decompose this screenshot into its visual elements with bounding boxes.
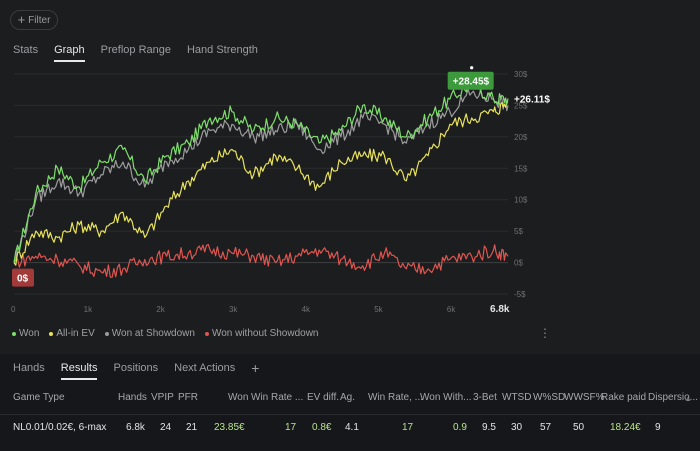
peak-marker [470,66,474,70]
col-ag[interactable]: Ag. [340,392,356,403]
tab-hand-strength[interactable]: Hand Strength [186,44,258,56]
legend-item-won-without-showdown[interactable]: Won without Showdown [204,328,319,339]
cell-wsd: 57 [540,422,552,433]
more-options-icon[interactable]: ⋮ [539,326,551,340]
plus-icon: + [17,12,26,27]
showdown-dot [104,331,109,336]
cell-wtsd: 30 [511,422,523,433]
x-tick-label: 0 [11,305,16,314]
profit-graph: 30$ 25$ 20$ 15$ 10$ 5$ 0$ -5$ 0 1k 2k 3k 4k 5k 6k 6.8k +… [11,66,550,315]
col-wsd[interactable]: W%SD [533,392,566,403]
tab-results[interactable]: Results [60,362,98,380]
cell-wwsf: 50 [573,422,585,433]
peak-label: +28.45$ [453,77,490,88]
legend-item-allin-ev[interactable]: All-in EV [49,328,95,339]
chart-tabs: Stats Graph Preflop Range Hand Strength [13,44,274,62]
final-value-label: +26.11$ [514,94,550,105]
cell-3bet: 9.5 [482,422,496,433]
y-tick-label: 15$ [514,164,528,173]
no-showdown-dot [204,331,209,336]
x-tick-label: 6k [447,305,456,314]
tab-positions[interactable]: Positions [113,362,159,374]
header-divider [0,414,700,415]
allin-ev-dot [49,331,54,336]
table-header: Game Type Hands VPIP PFR Won Win Rate ..… [0,392,700,408]
x-tick-label: 5k [374,305,383,314]
col-won[interactable]: Won [228,392,249,403]
cell-rake-paid: 18.24€ [610,422,641,433]
col-rake-paid[interactable]: Rake paid [601,392,647,403]
x-tick-label: 4k [302,305,311,314]
y-tick-label: 25$ [514,101,528,110]
x-tick-label: 1k [84,305,93,314]
cell-dispersion: 9 [655,422,661,433]
col-dispersion[interactable]: Dispersio... [648,392,699,403]
series-line-won [13,78,509,263]
cell-win-rate-2: 17 [402,422,414,433]
legend-label: Won at Showdown [111,328,195,339]
x-tick-label: 2k [156,305,165,314]
tab-next-actions[interactable]: Next Actions [174,362,236,374]
col-wwsf[interactable]: WWSF% [564,392,605,403]
filter-label: Filter [28,14,51,26]
col-won-without[interactable]: Won With... [420,392,472,403]
table-row[interactable]: NL0.01/0.02€, 6-max 6.8k 24 21 23.85€ 17… [0,422,700,438]
col-vpip[interactable]: VPIP [151,392,174,403]
y-tick-label: 0$ [514,259,523,268]
y-tick-label: -5$ [514,290,526,299]
legend-item-won[interactable]: Won [12,328,39,339]
cell-win-rate: 17 [285,422,297,433]
y-tick-label: 10$ [514,196,528,205]
y-tick-label: 20$ [514,133,528,142]
add-tab-icon[interactable]: + [251,360,260,376]
col-wtsd[interactable]: WTSD [502,392,532,403]
series-line-all-in-ev [13,101,509,266]
zero-label: 0$ [17,274,29,285]
scroll-up-icon[interactable]: ▲ [684,394,692,403]
results-panel: Hands Results Positions Next Actions + G… [0,354,700,451]
tab-stats[interactable]: Stats [13,44,39,56]
legend-label: Won without Showdown [211,328,319,339]
tab-graph[interactable]: Graph [54,44,85,62]
cell-game-type: NL0.01/0.02€, 6-max [13,422,107,433]
tab-hands[interactable]: Hands [13,362,45,374]
zero-badge [12,268,34,287]
won-dot [12,331,16,336]
series-line-won-without-showdown [13,244,509,278]
y-tick-label: 5$ [514,227,523,236]
cell-vpip: 24 [160,422,172,433]
x-tick-label: 3k [229,305,238,314]
cell-ag: 4.1 [345,422,359,433]
cell-ev-diff: 0.8€ [312,422,332,433]
chart-legend: Won All-in EV Won at Showdown Won withou… [12,328,319,339]
results-tabs: Hands Results Positions Next Actions + [13,360,260,380]
cell-hands: 6.8k [126,422,145,433]
legend-label: All-in EV [56,328,95,339]
peak-badge [447,71,494,90]
legend-label: Won [19,328,40,339]
col-game-type[interactable]: Game Type [13,392,65,403]
cell-won-without: 0.9 [453,422,467,433]
tab-preflop-range[interactable]: Preflop Range [100,44,171,56]
col-win-rate-2[interactable]: Win Rate, ... [368,392,424,403]
cell-won: 23.85€ [214,422,245,433]
cell-pfr: 21 [186,422,198,433]
legend-item-won-at-showdown[interactable]: Won at Showdown [104,328,195,339]
y-tick-label: 30$ [514,70,528,79]
col-hands[interactable]: Hands [118,392,147,403]
filter-button[interactable]: + Filter [10,10,58,30]
col-3bet[interactable]: 3-Bet [473,392,497,403]
col-ev-diff[interactable]: EV diff. [307,392,340,403]
x-tick-label: 6.8k [490,304,510,315]
col-win-rate[interactable]: Win Rate ... [251,392,304,403]
col-pfr[interactable]: PFR [178,392,198,403]
